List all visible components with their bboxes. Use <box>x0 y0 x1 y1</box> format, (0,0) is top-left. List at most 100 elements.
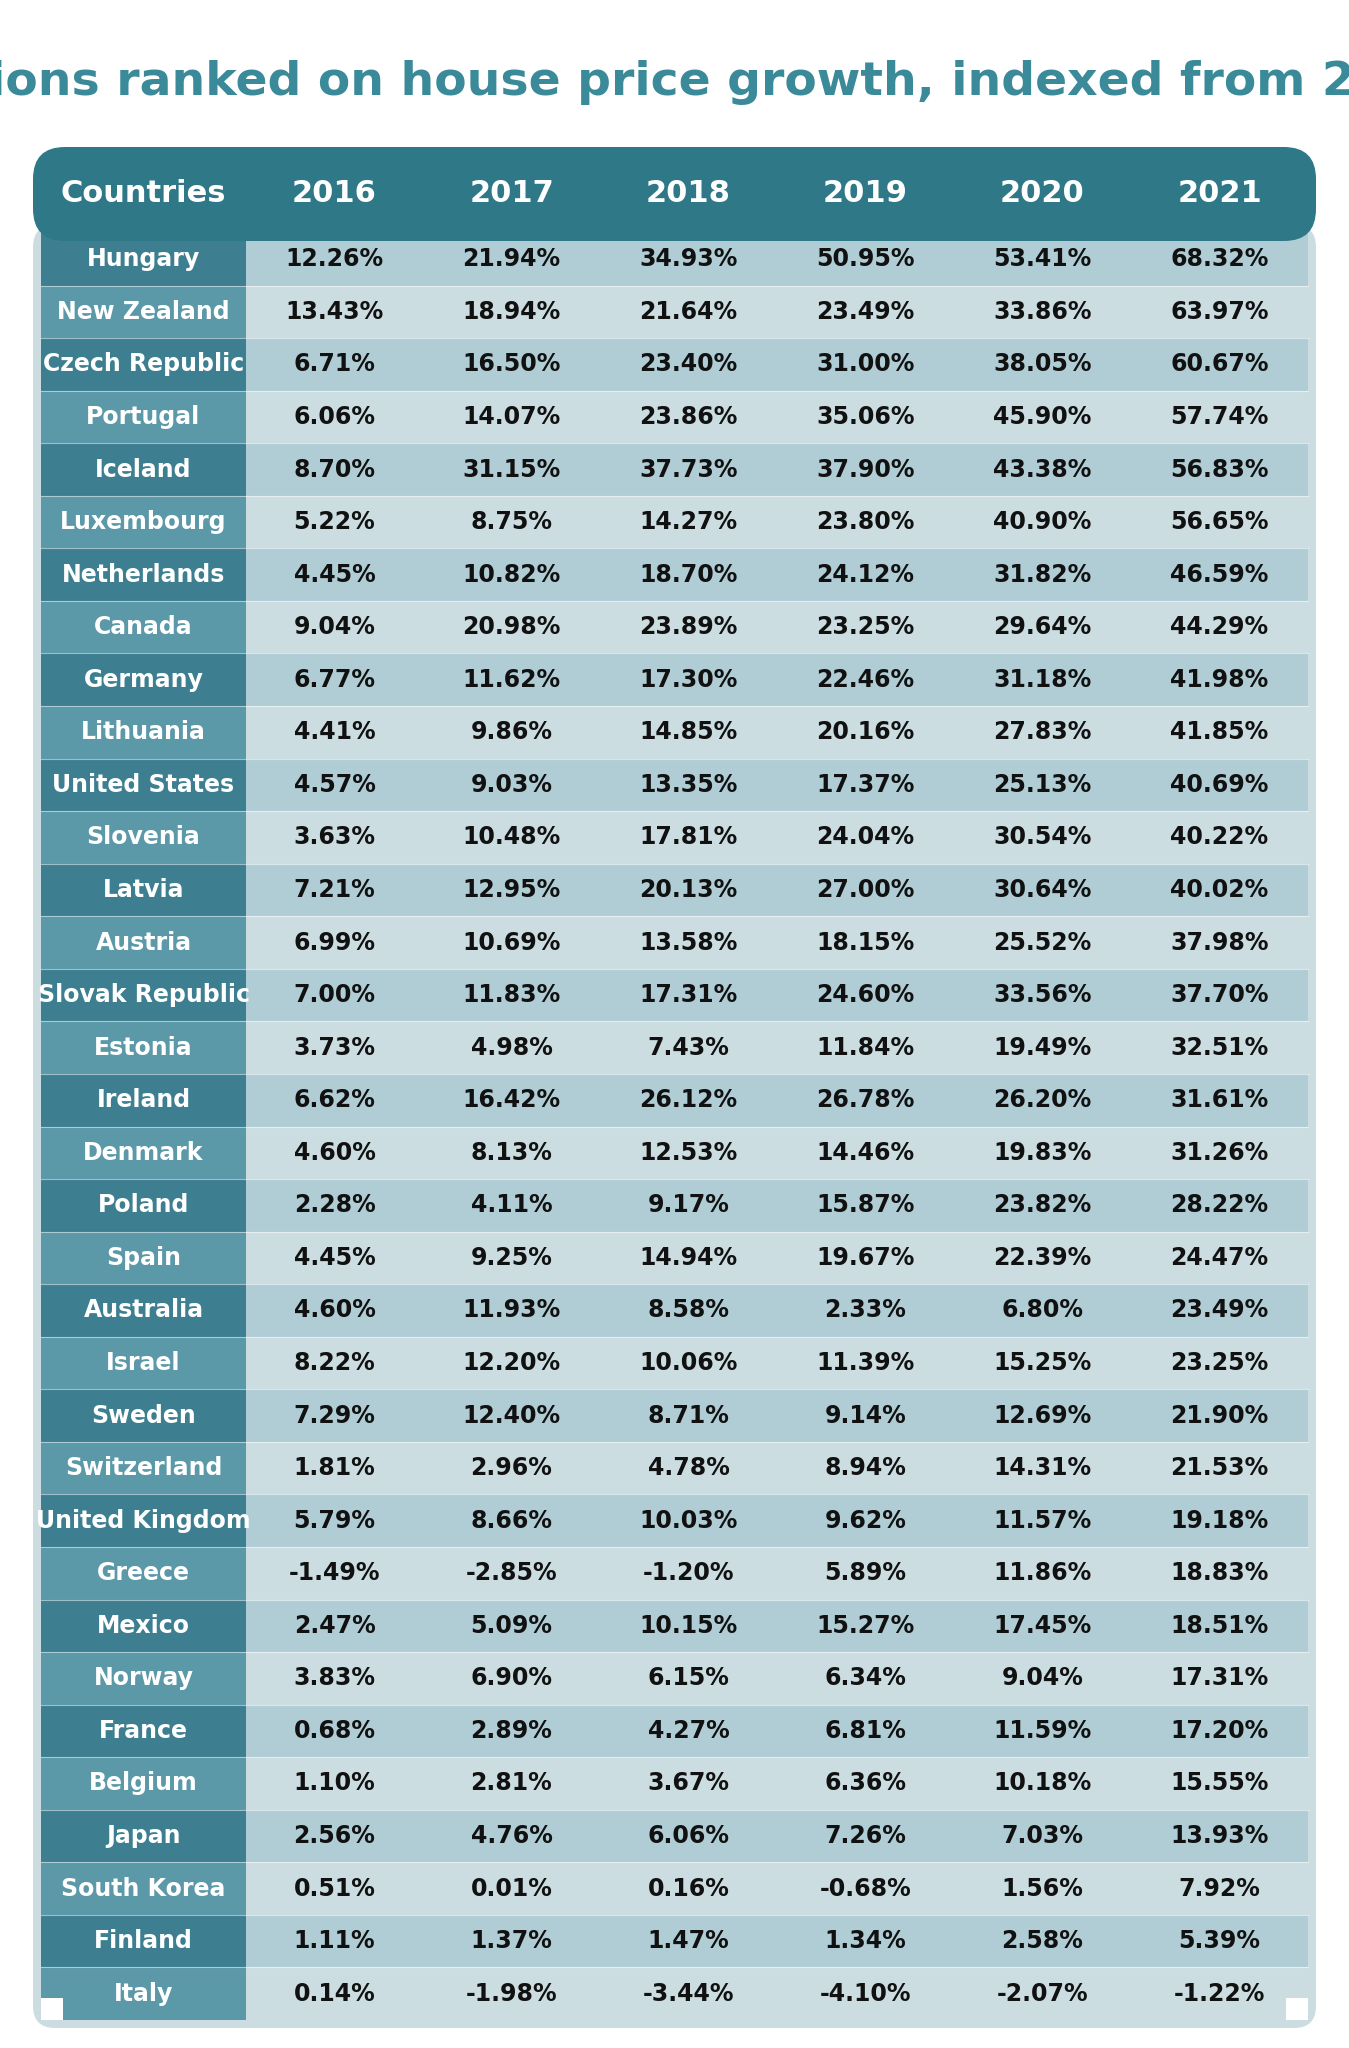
Text: 3.67%: 3.67% <box>648 1772 730 1796</box>
Text: 37.90%: 37.90% <box>816 457 915 481</box>
Text: 4.60%: 4.60% <box>294 1298 375 1323</box>
Text: 8.70%: 8.70% <box>294 457 375 481</box>
Text: 8.75%: 8.75% <box>471 510 553 535</box>
Text: 14.07%: 14.07% <box>463 406 561 428</box>
Bar <box>246 1389 1309 1442</box>
Text: 18.51%: 18.51% <box>1171 1614 1268 1638</box>
Text: 50.95%: 50.95% <box>816 248 915 270</box>
Text: 4.45%: 4.45% <box>294 563 375 586</box>
Text: Denmark: Denmark <box>84 1141 204 1165</box>
Text: 23.49%: 23.49% <box>1171 1298 1268 1323</box>
Bar <box>246 969 1309 1022</box>
Text: 2.47%: 2.47% <box>294 1614 375 1638</box>
Text: 6.71%: 6.71% <box>294 352 375 377</box>
Text: 15.87%: 15.87% <box>816 1194 915 1217</box>
Text: 2.81%: 2.81% <box>471 1772 552 1796</box>
Text: Countries: Countries <box>61 180 227 209</box>
Text: 4.11%: 4.11% <box>471 1194 552 1217</box>
Bar <box>246 1284 1309 1337</box>
Text: 35.06%: 35.06% <box>816 406 915 428</box>
Text: -1.22%: -1.22% <box>1174 1982 1265 2005</box>
Bar <box>1286 1999 1309 2019</box>
Text: 23.80%: 23.80% <box>816 510 915 535</box>
Text: 17.37%: 17.37% <box>816 772 915 797</box>
Text: 28.22%: 28.22% <box>1171 1194 1268 1217</box>
Text: 15.27%: 15.27% <box>816 1614 915 1638</box>
Text: 7.26%: 7.26% <box>824 1825 907 1847</box>
Text: 6.15%: 6.15% <box>648 1667 730 1690</box>
Wedge shape <box>40 1976 63 1999</box>
Text: Netherlands: Netherlands <box>62 563 225 586</box>
Text: 5.22%: 5.22% <box>294 510 375 535</box>
Bar <box>40 338 246 391</box>
Bar <box>246 1546 1309 1599</box>
Text: Norway: Norway <box>93 1667 193 1690</box>
Text: 2021: 2021 <box>1178 180 1261 209</box>
Text: 2.33%: 2.33% <box>824 1298 907 1323</box>
Text: 2017: 2017 <box>469 180 554 209</box>
Bar <box>246 1337 1309 1389</box>
Bar <box>246 1810 1309 1862</box>
Text: 9.03%: 9.03% <box>471 772 553 797</box>
Text: Slovenia: Slovenia <box>86 825 201 850</box>
FancyBboxPatch shape <box>32 225 1317 2028</box>
Text: Mexico: Mexico <box>97 1614 190 1638</box>
Text: 37.98%: 37.98% <box>1170 930 1269 954</box>
Text: 31.18%: 31.18% <box>993 668 1091 692</box>
Text: 31.26%: 31.26% <box>1171 1141 1268 1165</box>
Text: Spain: Spain <box>107 1245 181 1270</box>
Text: 11.83%: 11.83% <box>463 983 561 1008</box>
Text: 31.00%: 31.00% <box>816 352 915 377</box>
Bar <box>40 1915 246 1968</box>
Text: 2.56%: 2.56% <box>294 1825 375 1847</box>
Bar <box>40 1999 63 2019</box>
Text: 40.02%: 40.02% <box>1171 879 1268 901</box>
Text: 8.66%: 8.66% <box>471 1509 553 1532</box>
Text: 27.00%: 27.00% <box>816 879 915 901</box>
Text: Portugal: Portugal <box>86 406 201 428</box>
Text: 43.38%: 43.38% <box>993 457 1091 481</box>
Bar <box>246 391 1309 442</box>
Text: 3.73%: 3.73% <box>294 1036 375 1059</box>
Text: 11.86%: 11.86% <box>993 1561 1091 1585</box>
Text: 4.60%: 4.60% <box>294 1141 375 1165</box>
Bar <box>40 1968 246 2019</box>
Text: 21.90%: 21.90% <box>1171 1403 1268 1427</box>
Text: 17.31%: 17.31% <box>1171 1667 1268 1690</box>
Text: 18.94%: 18.94% <box>463 299 561 324</box>
Text: 5.39%: 5.39% <box>1179 1929 1260 1954</box>
Text: 9.14%: 9.14% <box>824 1403 907 1427</box>
Text: 1.11%: 1.11% <box>294 1929 375 1954</box>
Text: 6.36%: 6.36% <box>824 1772 907 1796</box>
Bar <box>246 1231 1309 1284</box>
Bar <box>40 1442 246 1495</box>
Text: 1.81%: 1.81% <box>294 1456 375 1481</box>
Text: 20.98%: 20.98% <box>463 614 561 639</box>
Text: 0.51%: 0.51% <box>294 1876 375 1901</box>
Text: 12.53%: 12.53% <box>639 1141 738 1165</box>
Bar <box>246 653 1309 707</box>
Text: 53.41%: 53.41% <box>993 248 1091 270</box>
Text: 41.98%: 41.98% <box>1171 668 1268 692</box>
Text: 7.03%: 7.03% <box>1001 1825 1083 1847</box>
Text: 2016: 2016 <box>293 180 376 209</box>
Text: 7.29%: 7.29% <box>294 1403 375 1427</box>
Text: 19.18%: 19.18% <box>1171 1509 1268 1532</box>
Wedge shape <box>1286 1976 1309 1999</box>
Text: 15.55%: 15.55% <box>1171 1772 1268 1796</box>
Text: 1.10%: 1.10% <box>294 1772 375 1796</box>
Text: 14.27%: 14.27% <box>639 510 738 535</box>
Text: 1.47%: 1.47% <box>648 1929 730 1954</box>
Text: 19.49%: 19.49% <box>993 1036 1091 1059</box>
Bar <box>40 391 246 442</box>
Text: 26.78%: 26.78% <box>816 1087 915 1112</box>
Text: 6.90%: 6.90% <box>471 1667 553 1690</box>
Text: 18.83%: 18.83% <box>1171 1561 1268 1585</box>
Text: 33.56%: 33.56% <box>993 983 1091 1008</box>
Bar <box>40 1546 246 1599</box>
Text: 13.93%: 13.93% <box>1171 1825 1268 1847</box>
Bar <box>246 1653 1309 1704</box>
Text: 13.58%: 13.58% <box>639 930 738 954</box>
Text: 10.03%: 10.03% <box>639 1509 738 1532</box>
Text: 18.15%: 18.15% <box>816 930 915 954</box>
